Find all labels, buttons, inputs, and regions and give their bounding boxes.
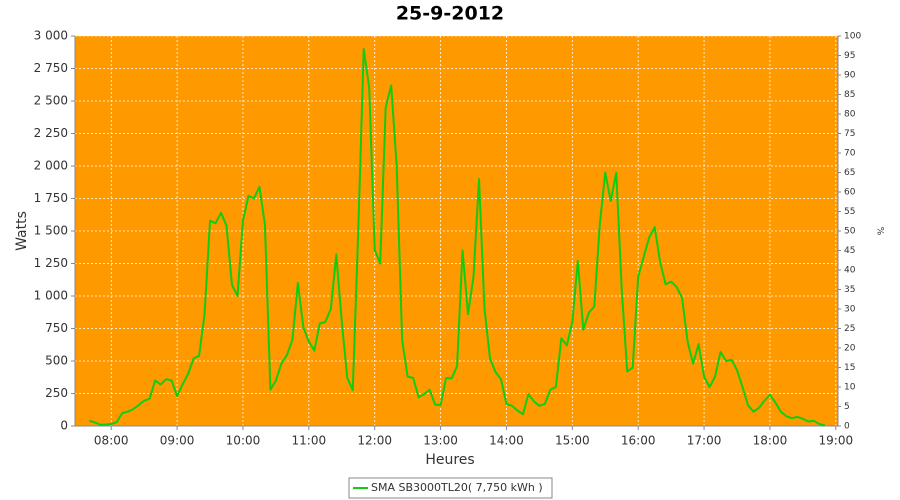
y2-tick-label: 35: [844, 285, 855, 295]
y-tick-label: 1 500: [34, 224, 68, 238]
y-tick-label: 250: [45, 386, 68, 400]
y2-tick-label: 65: [844, 168, 855, 178]
x-tick-label: 08:00: [94, 434, 129, 448]
y-tick-label: 2 250: [34, 126, 68, 140]
x-tick-label: 15:00: [555, 434, 590, 448]
y2-tick-label: 25: [844, 324, 855, 334]
x-tick-label: 12:00: [357, 434, 392, 448]
y2-tick-label: 90: [844, 71, 856, 81]
legend-label: SMA SB3000TL20( 7,750 kWh ): [371, 481, 543, 494]
y2-tick-label: 45: [844, 246, 855, 256]
y2-tick-label: 70: [844, 149, 856, 159]
x-axis-label: Heures: [425, 452, 474, 468]
y2-tick-label: 0: [844, 422, 850, 432]
y2-tick-label: 100: [844, 32, 861, 42]
y-axis-label: Watts: [14, 211, 30, 251]
y-tick-label: 500: [45, 354, 68, 368]
y-tick-label: 1 750: [34, 191, 68, 205]
x-tick-label: 16:00: [621, 434, 656, 448]
y2-tick-label: 5: [844, 402, 850, 412]
y-tick-label: 750: [45, 321, 68, 335]
y-tick-label: 2 000: [34, 159, 68, 173]
x-tick-label: 19:00: [819, 434, 854, 448]
x-tick-label: 09:00: [160, 434, 195, 448]
x-tick-label: 17:00: [687, 434, 722, 448]
y-tick-label: 1 000: [34, 289, 68, 303]
legend-box: [348, 477, 553, 499]
y2-tick-label: 80: [844, 110, 856, 120]
y-tick-label: 1 250: [34, 256, 68, 270]
y2-tick-label: 15: [844, 363, 855, 373]
y2-tick-label: 10: [844, 383, 856, 393]
y-tick-label: 3 000: [34, 29, 68, 43]
series-line: [88, 48, 826, 427]
y-tick-label: 0: [60, 419, 68, 433]
y2-tick-label: 75: [844, 129, 855, 139]
y2-tick-label: 40: [844, 266, 856, 276]
y2-axis-label: %: [875, 227, 885, 236]
y2-tick-label: 55: [844, 207, 855, 217]
y2-tick-label: 50: [844, 227, 856, 237]
y-tick-label: 2 500: [34, 94, 68, 108]
x-tick-label: 14:00: [489, 434, 524, 448]
x-tick-label: 11:00: [292, 434, 327, 448]
y2-tick-label: 85: [844, 90, 855, 100]
y2-tick-label: 60: [844, 188, 856, 198]
y2-tick-label: 20: [844, 344, 856, 354]
y2-tick-label: 95: [844, 51, 855, 61]
y2-tick-label: 30: [844, 305, 856, 315]
y-tick-label: 2 750: [34, 61, 68, 75]
x-tick-label: 18:00: [753, 434, 788, 448]
x-tick-label: 13:00: [423, 434, 458, 448]
chart-title: 25-9-2012: [396, 3, 504, 25]
x-tick-label: 10:00: [226, 434, 261, 448]
